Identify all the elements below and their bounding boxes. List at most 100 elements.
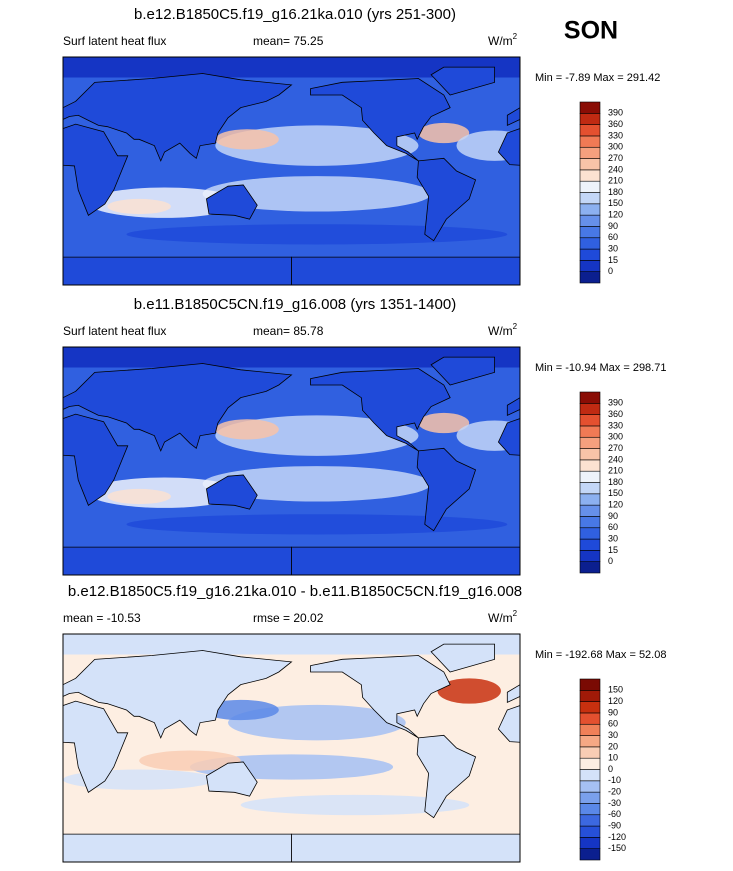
colorbar-box — [580, 392, 600, 403]
colorbar-box — [580, 539, 600, 550]
colorbar-box — [580, 770, 600, 781]
colorbar-label: 30 — [608, 730, 618, 740]
colorbar-label: -20 — [608, 787, 621, 797]
colorbar-label: -120 — [608, 832, 626, 842]
left-label: Surf latent heat flux — [63, 324, 166, 338]
colorbar-label: 120 — [608, 696, 623, 706]
map — [0, 347, 733, 575]
colorbar-label: 15 — [608, 545, 618, 555]
colorbar-box — [580, 483, 600, 494]
colorbar-label: 150 — [608, 488, 623, 498]
panel-title: b.e11.B1850C5CN.f19_g16.008 (yrs 1351-14… — [134, 296, 456, 313]
panel-title: b.e12.B1850C5.f19_g16.21ka.010 (yrs 251-… — [134, 6, 456, 23]
units: W/m — [488, 611, 513, 625]
colorbar-box — [580, 260, 600, 271]
land — [663, 762, 714, 796]
field-patch — [107, 489, 170, 504]
colorbar-label: 360 — [608, 119, 623, 129]
field-patch — [215, 419, 278, 439]
colorbar-box — [580, 403, 600, 414]
colorbar-label: -10 — [608, 775, 621, 785]
colorbar-box — [580, 679, 600, 690]
units: W/m — [488, 324, 513, 338]
colorbar-box — [580, 204, 600, 215]
colorbar-box — [580, 528, 600, 539]
colorbar-box — [580, 747, 600, 758]
land — [0, 67, 38, 95]
colorbar-box — [580, 426, 600, 437]
land — [663, 475, 714, 509]
colorbar-box — [580, 724, 600, 735]
field-patch — [457, 420, 533, 450]
colorbar-box — [580, 781, 600, 792]
colorbar-box — [580, 136, 600, 147]
colorbar-label: -90 — [608, 820, 621, 830]
colorbar-box — [580, 272, 600, 283]
colorbar-label: 180 — [608, 187, 623, 197]
center-label: mean= 85.78 — [253, 324, 324, 338]
colorbar-box — [580, 792, 600, 803]
land — [0, 448, 19, 530]
field-patch — [126, 224, 507, 244]
map — [0, 57, 733, 285]
colorbar-box — [580, 562, 600, 573]
colorbar-box — [580, 159, 600, 170]
center-label: rmse = 20.02 — [253, 611, 324, 625]
colorbar-box — [580, 249, 600, 260]
colorbar-box — [580, 102, 600, 113]
units-sup: 2 — [513, 322, 518, 331]
colorbar-box — [580, 181, 600, 192]
colorbar-label: 180 — [608, 477, 623, 487]
colorbar-box — [580, 803, 600, 814]
season-label: SON — [564, 17, 618, 45]
left-label: mean = -10.53 — [63, 611, 141, 625]
colorbar-box — [580, 193, 600, 204]
colorbar-box — [580, 837, 600, 848]
colorbar-label: 0 — [608, 764, 613, 774]
colorbar-box — [580, 125, 600, 136]
land — [292, 257, 733, 285]
min-max: Min = -7.89 Max = 291.42 — [535, 72, 660, 84]
units-sup: 2 — [513, 609, 518, 618]
colorbar-label: 240 — [608, 454, 623, 464]
colorbar-label: 150 — [608, 198, 623, 208]
colorbar-label: 0 — [608, 266, 613, 276]
colorbar-label: 90 — [608, 511, 618, 521]
colorbar-label: 30 — [608, 533, 618, 543]
colorbar-label: 0 — [608, 556, 613, 566]
colorbar-label: -150 — [608, 843, 626, 853]
land — [0, 158, 19, 240]
colorbar-label: 60 — [608, 232, 618, 242]
colorbar-box — [580, 471, 600, 482]
land — [0, 834, 292, 862]
colorbar-box — [580, 849, 600, 860]
colorbar-label: 300 — [608, 432, 623, 442]
colorbar-box — [580, 113, 600, 124]
colorbar-label: 30 — [608, 243, 618, 253]
land — [0, 357, 38, 385]
colorbar-box — [580, 170, 600, 181]
field-patch — [126, 514, 507, 534]
min-max: Min = -192.68 Max = 52.08 — [535, 649, 666, 661]
colorbar-box — [580, 460, 600, 471]
land — [0, 735, 19, 817]
land — [0, 257, 292, 285]
land — [663, 185, 714, 219]
colorbar-box — [580, 713, 600, 724]
colorbar-box — [580, 815, 600, 826]
colorbar-label: 360 — [608, 409, 623, 419]
colorbar-box — [580, 437, 600, 448]
colorbar-label: 60 — [608, 522, 618, 532]
field-patch — [107, 199, 170, 214]
colorbar-box — [580, 215, 600, 226]
center-label: mean= 75.25 — [253, 34, 324, 48]
colorbar-label: 20 — [608, 741, 618, 751]
panel-title: b.e12.B1850C5.f19_g16.21ka.010 - b.e11.B… — [68, 583, 522, 600]
colorbar-label: 390 — [608, 398, 623, 408]
colorbar-label: -60 — [608, 809, 621, 819]
colorbar-box — [580, 238, 600, 249]
colorbar-box — [580, 494, 600, 505]
colorbar-box — [580, 147, 600, 158]
colorbar-label: 240 — [608, 164, 623, 174]
colorbar-label: 270 — [608, 153, 623, 163]
